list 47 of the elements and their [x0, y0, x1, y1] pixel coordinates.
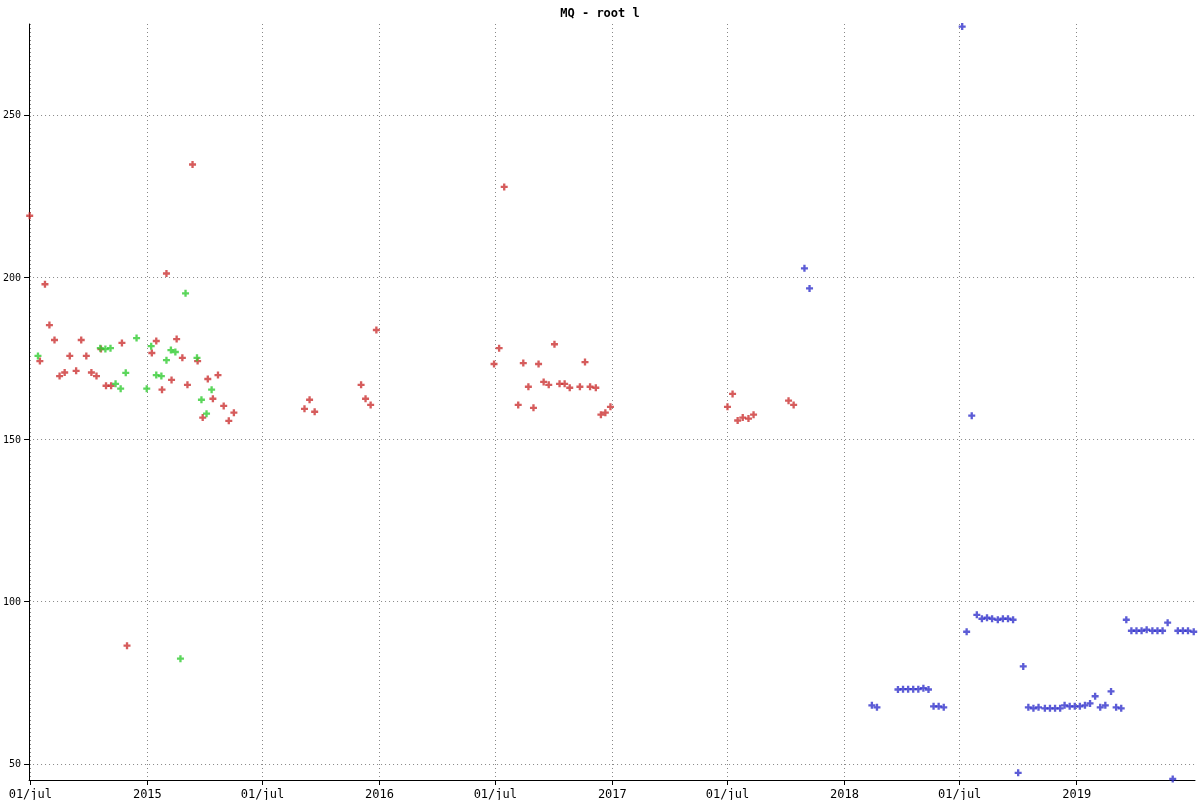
x-tick-label: 2018 [830, 787, 859, 800]
point [868, 701, 876, 709]
point [1164, 619, 1172, 627]
point [963, 628, 971, 636]
point [1107, 687, 1115, 695]
x-tick-label: 01/jul [937, 787, 982, 800]
chart-title: MQ - root l [560, 6, 640, 20]
x-tick-label: 01/jul [240, 787, 285, 800]
x-tick-label: 2019 [1062, 787, 1092, 800]
point [133, 334, 141, 342]
point [924, 685, 932, 693]
point [1029, 704, 1037, 712]
x-tick-label: 2016 [365, 787, 394, 800]
y-tick-label: 150 [3, 433, 22, 445]
x-tick-label: 01/jul [705, 787, 750, 800]
point [968, 412, 976, 420]
point [106, 344, 114, 352]
y-tick-label: 200 [3, 271, 22, 283]
point [958, 23, 966, 31]
x-tick-label: 2017 [597, 787, 627, 800]
y-tick-label: 100 [3, 596, 22, 608]
point [203, 410, 211, 418]
point [1101, 701, 1109, 709]
point [171, 348, 179, 356]
point [1143, 626, 1151, 634]
x-tick-label: 2015 [132, 787, 162, 800]
point [176, 655, 184, 663]
point [1081, 701, 1089, 709]
point [112, 380, 120, 388]
point [800, 264, 808, 272]
point [1159, 627, 1167, 635]
y-tick-label: 250 [3, 109, 22, 121]
point [182, 289, 190, 297]
point [1035, 703, 1043, 711]
x-tick-label: 01/jul [473, 787, 517, 800]
y-tick-label: 50 [9, 758, 22, 770]
point [162, 356, 170, 364]
point [1086, 699, 1094, 707]
point [117, 385, 125, 393]
point [806, 284, 814, 292]
point [894, 685, 902, 693]
x-tick-label: 01/jul [8, 787, 53, 800]
point [208, 386, 216, 394]
point [197, 396, 205, 404]
point [1019, 662, 1027, 670]
point [101, 345, 109, 353]
point [157, 372, 165, 380]
